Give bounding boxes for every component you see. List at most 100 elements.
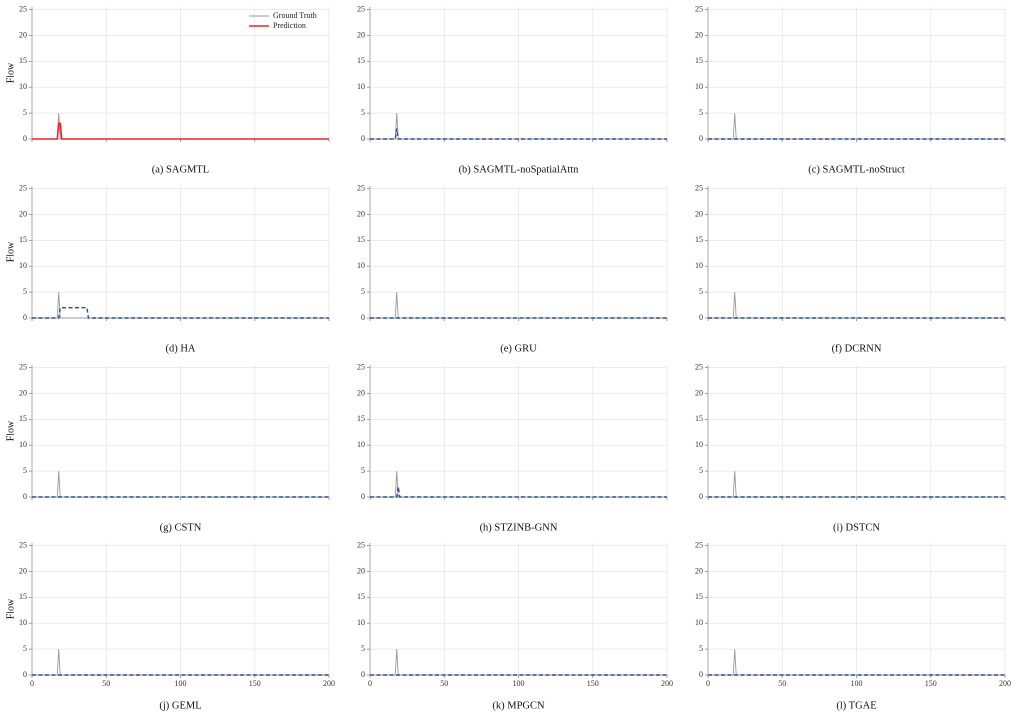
panel-caption: (d) HA [165,343,195,354]
y-tick-label: 0 [23,134,27,143]
y-tick-label: 0 [699,134,703,143]
x-tick-label: 0 [368,679,372,688]
y-tick-label: 25 [19,362,27,371]
x-tick-label: 100 [851,679,863,688]
y-tick-label: 5 [361,287,365,296]
series-line [32,122,329,140]
series-line [32,306,329,319]
x-tick-label: 50 [440,679,448,688]
legend-label: Ground Truth [273,11,317,20]
y-tick-label: 25 [695,540,703,549]
y-tick-label: 20 [357,30,365,39]
panel-caption: (e) GRU [500,343,537,354]
y-tick-label: 5 [361,466,365,475]
x-tick-label: 100 [513,679,525,688]
y-tick-label: 15 [19,592,27,601]
y-tick-label: 25 [695,4,703,13]
x-tick-label: 50 [102,679,110,688]
legend-label: Prediction [273,21,306,30]
y-tick-label: 10 [695,261,703,270]
y-tick-label: 0 [23,313,27,322]
y-tick-label: 5 [699,466,703,475]
y-tick-label: 25 [19,183,27,192]
y-tick-label: 0 [23,670,27,679]
y-tick-label: 0 [361,134,365,143]
panel-caption: (c) SAGMTL-noStruct [808,164,905,175]
y-axis-label: Flow [5,62,16,83]
x-tick-label: 50 [778,679,786,688]
panel-caption: (j) GEML [159,700,201,711]
x-tick-label: 200 [661,679,673,688]
panel-caption: (a) SAGMTL [152,164,209,175]
y-tick-label: 20 [357,388,365,397]
y-tick-label: 5 [699,108,703,117]
y-tick-label: 5 [23,108,27,117]
y-tick-label: 25 [357,540,365,549]
x-tick-label: 100 [175,679,187,688]
series-line [370,486,667,498]
y-tick-label: 5 [23,644,27,653]
y-tick-label: 25 [695,362,703,371]
y-tick-label: 0 [699,670,703,679]
y-tick-label: 25 [19,540,27,549]
y-tick-label: 15 [357,592,365,601]
y-tick-label: 15 [19,414,27,423]
y-tick-label: 10 [695,618,703,627]
x-tick-label: 200 [999,679,1011,688]
panel-caption: (i) DSTCN [833,522,880,533]
y-tick-label: 10 [19,618,27,627]
y-tick-label: 20 [19,30,27,39]
y-tick-label: 20 [695,566,703,575]
y-tick-label: 20 [695,209,703,218]
y-tick-label: 20 [19,388,27,397]
y-tick-label: 15 [357,414,365,423]
y-tick-label: 5 [699,287,703,296]
x-tick-label: 0 [30,679,34,688]
y-tick-label: 10 [19,261,27,270]
y-tick-label: 10 [357,440,365,449]
y-tick-label: 15 [19,235,27,244]
y-tick-label: 20 [19,566,27,575]
y-tick-label: 25 [695,183,703,192]
y-tick-label: 5 [23,287,27,296]
y-tick-label: 10 [357,82,365,91]
panel-caption: (h) STZINB-GNN [480,522,558,533]
y-tick-label: 25 [19,4,27,13]
y-tick-label: 5 [23,466,27,475]
x-tick-label: 150 [925,679,937,688]
y-tick-label: 25 [357,4,365,13]
panel-caption: (l) TGAE [836,700,876,711]
y-tick-label: 0 [699,313,703,322]
y-tick-label: 25 [357,183,365,192]
y-tick-label: 10 [19,82,27,91]
y-tick-label: 20 [695,388,703,397]
y-tick-label: 20 [695,30,703,39]
y-tick-label: 10 [357,618,365,627]
series-line [370,128,667,140]
y-tick-label: 10 [695,82,703,91]
panel-caption: (b) SAGMTL-noSpatialAttn [459,164,580,175]
x-tick-label: 200 [323,679,335,688]
y-tick-label: 25 [357,362,365,371]
y-tick-label: 20 [19,209,27,218]
y-tick-label: 20 [357,209,365,218]
x-tick-label: 150 [587,679,599,688]
y-tick-label: 15 [695,414,703,423]
y-tick-label: 5 [361,108,365,117]
y-tick-label: 10 [357,261,365,270]
y-axis-label: Flow [5,241,16,262]
y-tick-label: 15 [357,56,365,65]
y-tick-label: 15 [19,56,27,65]
panel-caption: (f) DCRNN [832,343,882,354]
y-tick-label: 15 [695,235,703,244]
y-tick-label: 10 [695,440,703,449]
x-tick-label: 150 [249,679,261,688]
y-tick-label: 15 [695,592,703,601]
y-tick-label: 0 [361,492,365,501]
y-tick-label: 20 [357,566,365,575]
y-tick-label: 15 [357,235,365,244]
y-tick-label: 5 [699,644,703,653]
y-tick-label: 0 [361,313,365,322]
